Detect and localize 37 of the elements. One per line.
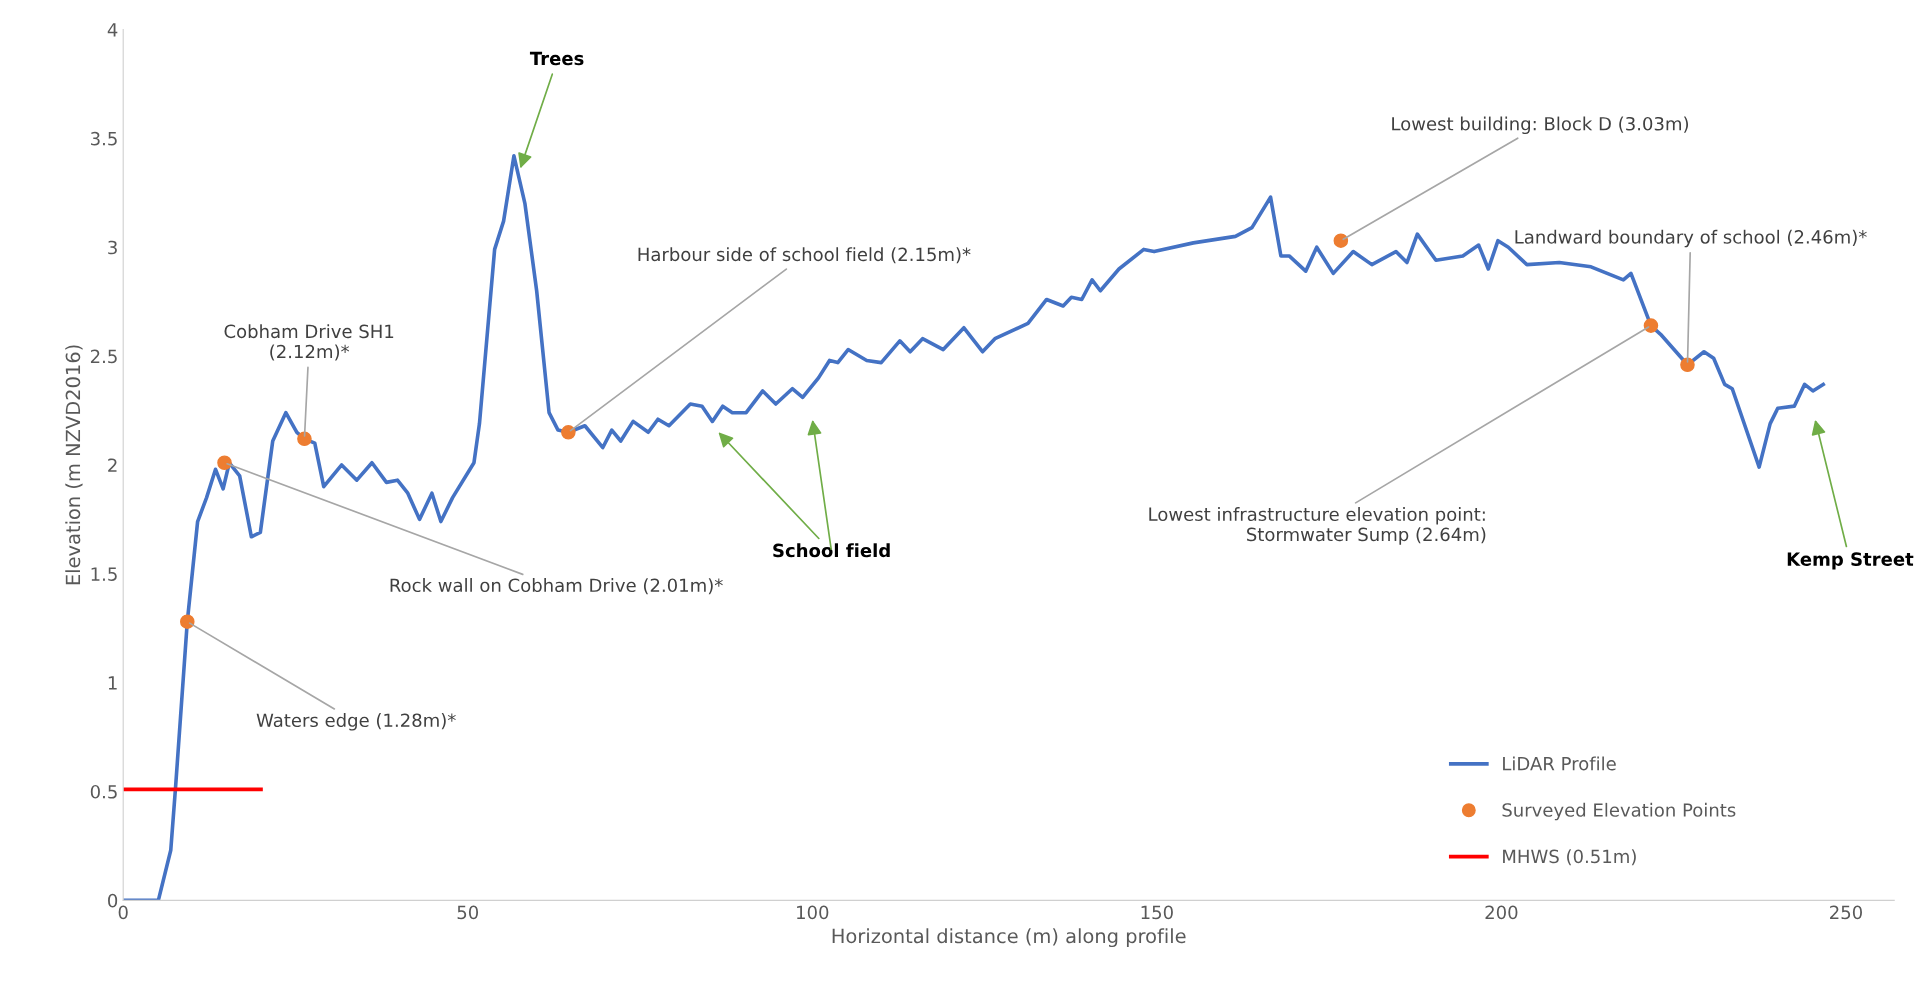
y-tick-label: 2.5 [90, 349, 117, 364]
x-tick-label: 250 [1830, 905, 1862, 920]
annotation: Rock wall on Cobham Drive (2.01m)* [390, 578, 723, 595]
point [297, 431, 312, 447]
point [180, 614, 195, 629]
y-tick-label: 4 [107, 23, 118, 37]
x-tick-label: 150 [1141, 905, 1173, 920]
x-tick-label: 100 [797, 905, 829, 920]
annotation: Landward boundary of school (2.46m)* [1515, 229, 1867, 248]
annotation: Lowest infrastructure elevation point: Stormwater Sump (2.64m) [1149, 507, 1486, 545]
y-tick-label: 0 [108, 893, 118, 908]
annotation: School field [773, 543, 890, 558]
point [561, 425, 576, 440]
legend-label: LiDAR Profile [1503, 756, 1616, 771]
annotation: Kemp Street [1787, 552, 1914, 570]
annotation: Trees [529, 51, 584, 66]
x-tick-label: 0 [118, 905, 128, 920]
annotation: Waters edge (1.28m)* [256, 713, 456, 731]
y-tick-label: 3.5 [91, 131, 117, 146]
y-tick-label: 2 [108, 458, 117, 472]
annotation: Harbour side of school field (2.15m)* [638, 247, 971, 264]
x-tick-label: 200 [1485, 905, 1518, 920]
y-tick-label: 1.5 [91, 567, 117, 581]
annotation: Cobham Drive SH1 (2.12m)* [224, 324, 394, 361]
y-tick-label: 1 [108, 676, 117, 690]
point [217, 455, 232, 471]
y-tick-label: 0.5 [90, 784, 117, 799]
point [1680, 357, 1695, 373]
annotation: Lowest building: Block D (3.03m) [1392, 116, 1689, 135]
x-tick-label: 50 [457, 905, 479, 920]
y-axis-title: Elevation (m NZVD2016) [65, 345, 83, 585]
point [1643, 318, 1659, 333]
legend-label: Surveyed Elevation Points [1502, 802, 1736, 821]
x-axis-title: Horizontal distance (m) along profile [832, 928, 1186, 948]
point [1333, 233, 1349, 248]
legend-label: MHWS (0.51m) [1503, 849, 1636, 866]
y-tick-label: 3 [108, 240, 117, 255]
